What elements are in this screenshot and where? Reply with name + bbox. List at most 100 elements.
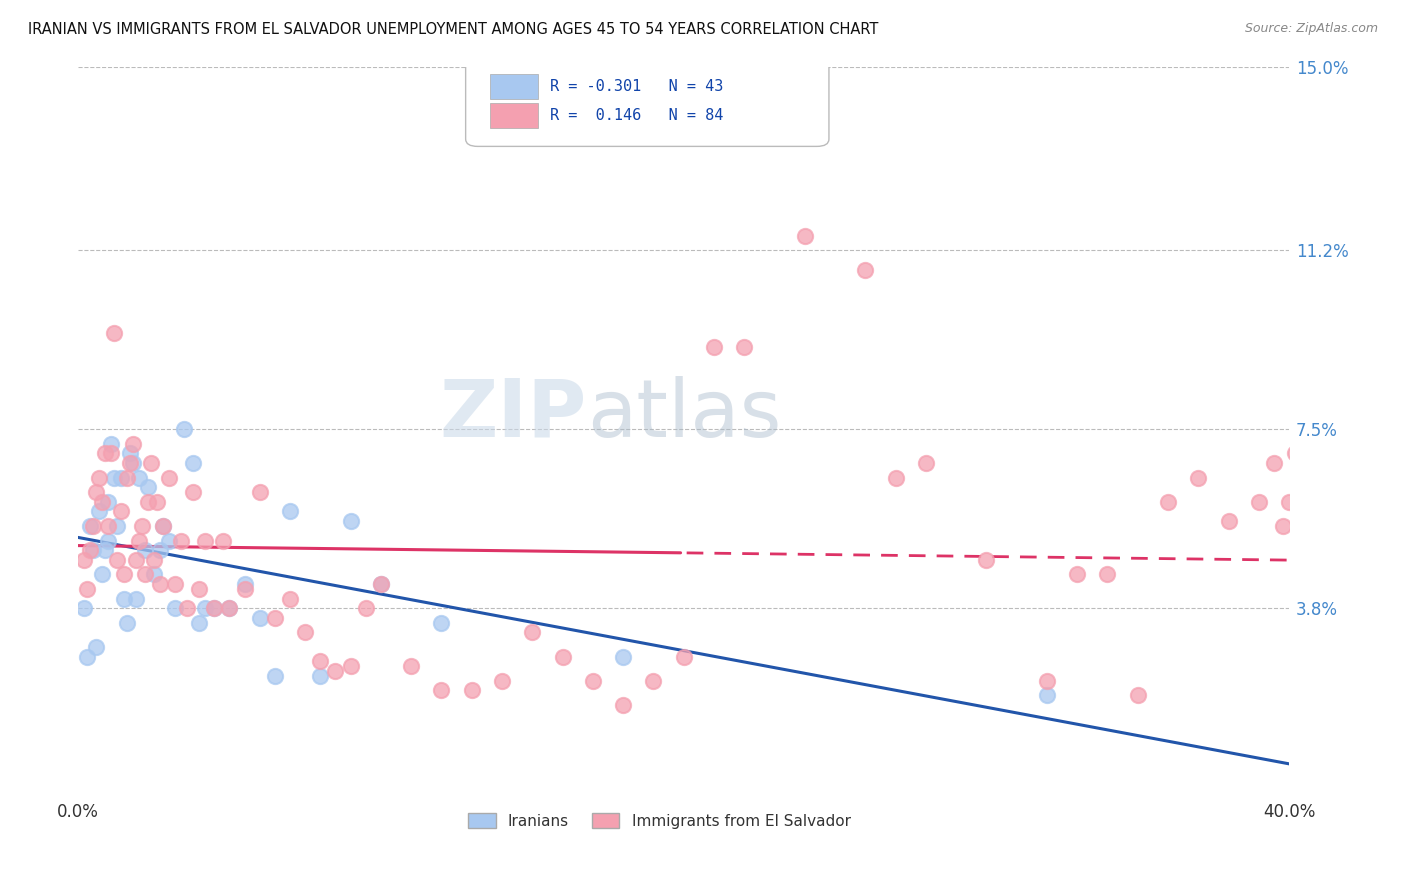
Point [181, 485, 204, 500]
Point [142, 567, 165, 582]
Point [134, 567, 156, 582]
Point [89, 470, 111, 484]
Point [914, 456, 936, 470]
Point [1399, 679, 1406, 693]
Point [643, 673, 665, 688]
Point [202, 601, 225, 615]
Text: IRANIAN VS IMMIGRANTS FROM EL SALVADOR UNEMPLOYMENT AMONG AGES 45 TO 54 YEARS CO: IRANIAN VS IMMIGRANTS FROM EL SALVADOR U… [28, 22, 879, 37]
Point [136, 480, 159, 494]
Point [103, 470, 125, 484]
Point [139, 456, 162, 470]
Point [134, 543, 156, 558]
Point [142, 553, 165, 567]
Point [430, 615, 453, 630]
Point [1036, 673, 1059, 688]
Point [212, 533, 235, 548]
Point [194, 601, 217, 615]
Point [278, 591, 301, 606]
Point [128, 533, 150, 548]
Point [124, 553, 146, 567]
Point [79, 519, 101, 533]
Point [76, 582, 98, 596]
Point [173, 422, 195, 436]
Point [339, 659, 361, 673]
Point [149, 577, 172, 591]
Point [430, 683, 453, 698]
Point [115, 470, 138, 484]
Point [149, 543, 172, 558]
Point [157, 470, 180, 484]
Point [1354, 591, 1376, 606]
Point [1339, 611, 1361, 625]
Point [264, 669, 287, 683]
Point [460, 683, 482, 698]
Point [1157, 495, 1180, 509]
Point [100, 437, 122, 451]
Point [118, 456, 141, 470]
Point [194, 533, 217, 548]
Point [370, 577, 392, 591]
Point [82, 519, 104, 533]
Point [309, 654, 332, 668]
Point [94, 543, 117, 558]
Point [339, 514, 361, 528]
Point [1368, 649, 1391, 664]
Point [131, 519, 153, 533]
Point [884, 470, 907, 484]
Point [233, 582, 256, 596]
FancyBboxPatch shape [465, 60, 830, 146]
Point [163, 601, 186, 615]
Point [1036, 688, 1059, 702]
Point [112, 567, 135, 582]
Point [121, 437, 143, 451]
Point [522, 625, 544, 640]
Point [612, 698, 634, 712]
Point [354, 601, 377, 615]
Text: atlas: atlas [586, 376, 782, 454]
Point [97, 533, 120, 548]
Point [97, 519, 120, 533]
Point [100, 446, 122, 460]
Point [84, 640, 107, 654]
Point [94, 446, 117, 460]
Point [91, 495, 114, 509]
Point [91, 567, 114, 582]
Point [107, 519, 129, 533]
Point [1294, 470, 1316, 484]
Point [202, 601, 225, 615]
Point [136, 495, 159, 509]
Point [128, 470, 150, 484]
Text: ZIP: ZIP [440, 376, 586, 454]
Point [1278, 495, 1301, 509]
Point [163, 577, 186, 591]
Point [551, 649, 574, 664]
Point [1263, 456, 1285, 470]
Point [110, 504, 132, 518]
Point [188, 615, 211, 630]
Point [84, 485, 107, 500]
Point [218, 601, 240, 615]
Point [1323, 543, 1346, 558]
Point [278, 504, 301, 518]
Point [110, 470, 132, 484]
Point [73, 601, 96, 615]
Point [1247, 495, 1270, 509]
Point [115, 615, 138, 630]
Point [1272, 519, 1295, 533]
Point [121, 456, 143, 470]
Point [264, 611, 287, 625]
FancyBboxPatch shape [489, 103, 538, 128]
Point [79, 543, 101, 558]
Point [218, 601, 240, 615]
Point [370, 577, 392, 591]
Point [1066, 567, 1088, 582]
Point [249, 611, 271, 625]
Point [309, 669, 332, 683]
Point [1308, 553, 1330, 567]
Point [612, 649, 634, 664]
Point [294, 625, 316, 640]
Point [249, 485, 271, 500]
Text: Source: ZipAtlas.com: Source: ZipAtlas.com [1244, 22, 1378, 36]
Point [170, 533, 193, 548]
Point [152, 519, 174, 533]
